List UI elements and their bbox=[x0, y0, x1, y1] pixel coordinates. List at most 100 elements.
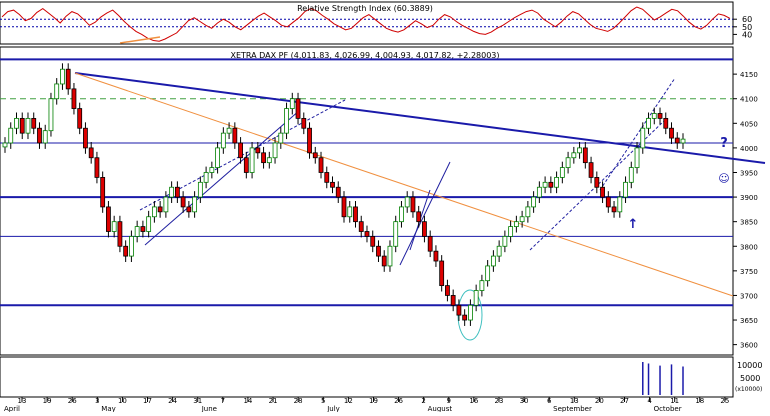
candle-body bbox=[42, 130, 48, 144]
price-tick-label: 3650 bbox=[740, 317, 758, 325]
candle-body bbox=[117, 221, 123, 247]
candle-body bbox=[611, 206, 617, 213]
candle-body bbox=[433, 250, 439, 262]
date-tick-label: 7 bbox=[221, 397, 225, 405]
date-tick-label: 3 bbox=[95, 397, 99, 405]
candle-body bbox=[324, 172, 330, 183]
candle-body bbox=[220, 132, 226, 149]
price-tick-label: 4000 bbox=[740, 145, 758, 153]
candle-body bbox=[669, 127, 674, 139]
candle-body bbox=[2, 142, 8, 148]
candle-body bbox=[571, 152, 577, 159]
candle-body bbox=[456, 304, 462, 316]
candle-body bbox=[559, 167, 565, 178]
candle-body bbox=[462, 314, 468, 321]
candle-body bbox=[37, 127, 42, 144]
candle-body bbox=[640, 127, 646, 149]
price-y-axis: 3600 3650 3700 3750 3800 3850 3900 3950 4000 4050… bbox=[733, 71, 758, 350]
candle-body bbox=[410, 196, 416, 213]
candle-body bbox=[445, 285, 450, 296]
candle-body bbox=[536, 186, 542, 198]
question-annotation: ? bbox=[720, 136, 728, 151]
candle-body bbox=[473, 290, 479, 306]
candle-body bbox=[358, 221, 364, 232]
rsi-tick-label: 40 bbox=[742, 30, 752, 39]
volume-tick-high: 10000 bbox=[737, 361, 762, 370]
candle-body bbox=[25, 117, 31, 134]
candle-body bbox=[479, 280, 485, 291]
candle-body bbox=[554, 177, 559, 188]
candle-body bbox=[605, 196, 611, 208]
candle-body bbox=[519, 216, 525, 223]
candle-body bbox=[502, 236, 508, 247]
candle-body bbox=[594, 177, 600, 188]
price-tick-label: 3950 bbox=[740, 169, 758, 177]
candle-body bbox=[255, 147, 261, 154]
candle-body bbox=[646, 117, 651, 129]
date-tick-label: 23 bbox=[495, 397, 504, 405]
candle-body bbox=[266, 157, 272, 164]
candle-body bbox=[226, 127, 232, 134]
candle-body bbox=[439, 260, 445, 287]
price-tick-label: 3850 bbox=[740, 219, 758, 227]
candle-body bbox=[100, 177, 106, 208]
price-tick-label: 3600 bbox=[740, 342, 758, 350]
candle-body bbox=[468, 304, 473, 321]
candle-body bbox=[94, 157, 100, 178]
candle-body bbox=[347, 206, 353, 218]
candle-body bbox=[628, 167, 634, 183]
candle-body bbox=[60, 68, 65, 85]
candle-body bbox=[192, 196, 198, 213]
candle-body bbox=[88, 147, 94, 159]
price-panel: XETRA DAX PF (4,011.83, 4,026.99, 4,004.… bbox=[0, 46, 766, 356]
candle-body bbox=[393, 221, 399, 247]
candle-body bbox=[450, 295, 456, 306]
candle-body bbox=[261, 152, 266, 164]
candle-body bbox=[180, 196, 186, 208]
candle-body bbox=[238, 142, 243, 159]
candle-body bbox=[243, 157, 249, 173]
date-tick-label: 26 bbox=[394, 397, 403, 405]
price-tick-label: 3900 bbox=[740, 194, 758, 202]
rsi-tick-label: 50 bbox=[742, 23, 752, 32]
channel-line-oct bbox=[599, 77, 676, 191]
candle-body bbox=[209, 167, 215, 173]
candle-body bbox=[301, 117, 307, 129]
candle-body bbox=[531, 196, 537, 208]
month-label: August bbox=[428, 405, 453, 412]
candle-body bbox=[617, 196, 623, 213]
candle-body bbox=[381, 255, 387, 267]
price-tick-label: 4150 bbox=[740, 71, 758, 79]
month-label: April bbox=[4, 405, 20, 412]
candle-body bbox=[163, 196, 169, 213]
candle-body bbox=[169, 186, 175, 198]
date-tick-label: 4 bbox=[647, 397, 652, 405]
candle-body bbox=[232, 127, 238, 144]
candlesticks bbox=[2, 63, 686, 326]
date-tick-label: 13 bbox=[570, 397, 579, 405]
candle-body bbox=[341, 196, 347, 218]
price-tick-label: 3800 bbox=[740, 243, 758, 251]
channel-line-lower-1 bbox=[144, 109, 301, 246]
rsi-line bbox=[1, 6, 731, 42]
volume-unit: (x10000) bbox=[735, 386, 762, 393]
candle-body bbox=[295, 98, 301, 119]
candle-body bbox=[65, 68, 71, 90]
rsi-trend-line bbox=[119, 36, 161, 44]
month-label: July bbox=[326, 405, 340, 412]
date-tick-label: 16 bbox=[469, 397, 478, 405]
date-tick-label: 26 bbox=[68, 397, 77, 405]
candle-body bbox=[330, 181, 335, 188]
candle-body bbox=[8, 127, 14, 144]
candle-body bbox=[146, 216, 152, 232]
candle-body bbox=[157, 206, 163, 213]
orange-trend-line bbox=[74, 72, 734, 297]
candle-body bbox=[588, 162, 594, 178]
candle-body bbox=[577, 147, 582, 154]
rsi-panel-frame bbox=[0, 1, 734, 45]
candle-body bbox=[548, 181, 554, 188]
candle-body bbox=[680, 138, 686, 144]
price-tick-label: 3700 bbox=[740, 292, 758, 300]
channel-line-steep bbox=[399, 161, 451, 266]
